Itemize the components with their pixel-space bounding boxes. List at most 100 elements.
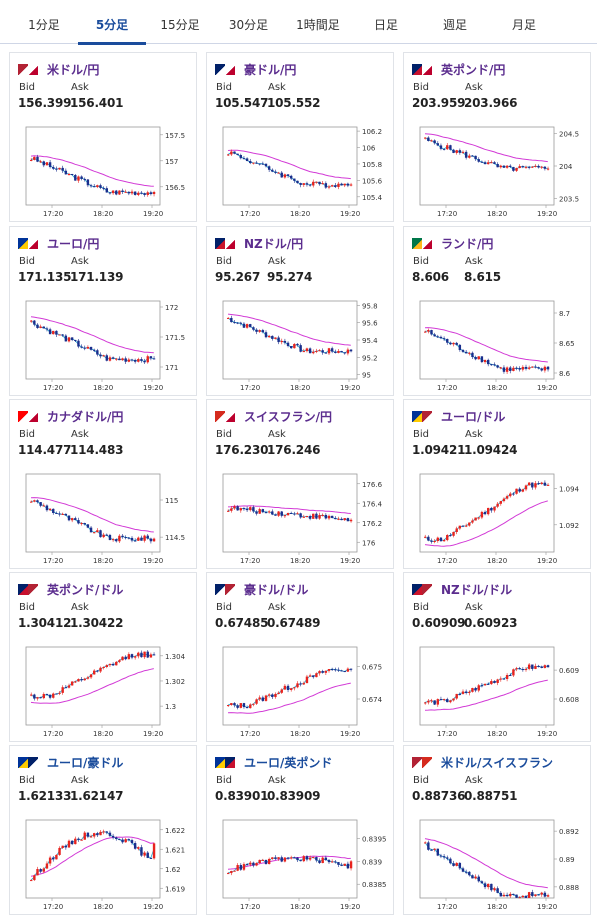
candle-body	[58, 692, 61, 694]
rate-card[interactable]: スイスフラン/円 Bid 176.230 Ask 176.246 176.6 176.4 17…	[206, 399, 394, 569]
tab-5[interactable]: 日足	[373, 18, 398, 32]
candle-body	[80, 839, 83, 841]
rate-card[interactable]: ユーロ/ドル Bid 1.09421 Ask 1.09424 1.094 1.092 17:2…	[403, 399, 591, 569]
tab-0[interactable]: 1分足	[28, 18, 60, 32]
rate-card[interactable]: ユーロ/英ポンド Bid 0.83901 Ask 0.83909 0.8395 0.839 0…	[206, 745, 394, 915]
candle-body	[290, 175, 293, 179]
rate-card[interactable]: ランド/円 Bid 8.606 Ask 8.615 8.7 8.65 8.6 17:20 18:2…	[403, 226, 591, 396]
candle-body	[137, 537, 140, 541]
candle-body	[149, 356, 153, 359]
candle-body	[343, 352, 346, 354]
tab-7[interactable]: 月足	[511, 18, 536, 32]
pair-name[interactable]: 豪ドル/ドル	[244, 583, 309, 597]
pair-name[interactable]: ランド/円	[441, 237, 494, 251]
candle-body	[36, 324, 39, 328]
rate-card[interactable]: 豪ドル/ドル Bid 0.67485 Ask 0.67489 0.675 0.674 17:2…	[206, 572, 394, 742]
pair-name[interactable]: スイスフラン/円	[244, 410, 333, 424]
candle-body	[493, 680, 496, 684]
candle-body	[534, 483, 537, 488]
candle-body	[477, 159, 480, 162]
candle-body	[261, 163, 265, 165]
candle-body	[518, 897, 521, 899]
candle-body	[42, 161, 45, 166]
pair-name[interactable]: ユーロ/ドル	[441, 410, 506, 424]
candle-body	[102, 187, 105, 189]
tab-2[interactable]: 15分足	[160, 18, 200, 32]
y-tick-label: 106.2	[362, 128, 382, 136]
tab-1[interactable]: 5分足	[78, 0, 146, 45]
pair-name[interactable]: 米ドル/スイスフラン	[441, 756, 554, 770]
rate-card[interactable]: 米ドル/スイスフラン Bid 0.88736 Ask 0.88751 0.892 0.89 0…	[403, 745, 591, 915]
candle-body	[111, 357, 115, 359]
candle-body	[108, 832, 112, 836]
candle-body	[242, 158, 246, 160]
y-tick-label: 0.892	[559, 828, 579, 836]
pair-name[interactable]: NZドル/円	[244, 237, 304, 251]
ask-value: 0.88751	[464, 789, 518, 803]
candle-body	[315, 181, 318, 183]
pair-name[interactable]: 英ポンド/円	[441, 63, 506, 77]
bid-value: 156.399	[18, 96, 72, 110]
rate-card[interactable]: 英ポンド/ドル Bid 1.30412 Ask 1.30422 1.304 1.302 1.3…	[9, 572, 197, 742]
candle-body	[540, 368, 543, 371]
pair-name[interactable]: 英ポンド/ドル	[47, 583, 124, 597]
candle-body	[45, 328, 49, 330]
bid-value: 8.606	[412, 270, 449, 284]
candle-body	[111, 835, 115, 838]
candle-body	[433, 540, 436, 542]
candle-body	[308, 675, 312, 677]
candle-body	[280, 340, 283, 343]
candle-body	[302, 856, 305, 862]
rate-card[interactable]: ユーロ/円 Bid 171.135 Ask 171.139 172 171.5 171 17:2…	[9, 226, 197, 396]
tab-4[interactable]: 1時間足	[296, 18, 340, 32]
candle-body	[255, 862, 258, 866]
candle-body	[61, 687, 64, 693]
candle-body	[45, 694, 49, 696]
rate-card[interactable]: 豪ドル/円 Bid 105.547 Ask 105.552 106.2 106 105.8 10…	[206, 52, 394, 222]
x-tick-label: 19:20	[537, 210, 557, 218]
candle-body	[39, 502, 42, 506]
candle-body	[258, 697, 261, 700]
tab-6[interactable]: 週足	[442, 18, 467, 32]
pair-name[interactable]: カナダドル/円	[47, 410, 124, 424]
candle-body	[327, 186, 331, 188]
candle-body	[424, 331, 427, 333]
candle-body	[264, 332, 268, 338]
candle-body	[521, 166, 525, 168]
candle-body	[343, 518, 346, 521]
pair-name[interactable]: NZドル/ドル	[441, 583, 513, 597]
candle-body	[474, 687, 477, 691]
rate-card[interactable]: NZドル/円 Bid 95.267 Ask 95.274 95.8 95.6 95.4 95.2…	[206, 226, 394, 396]
x-tick-label: 19:20	[340, 384, 360, 392]
candle-body	[146, 852, 149, 858]
ask-label: Ask	[268, 256, 286, 267]
rate-card[interactable]: ユーロ/豪ドル Bid 1.62133 Ask 1.62147 1.622 1.621 1.6…	[9, 745, 197, 915]
candle-body	[280, 172, 283, 178]
pair-name[interactable]: ユーロ/円	[47, 237, 100, 251]
pair-name[interactable]: 米ドル/円	[47, 63, 100, 77]
x-tick-label: 18:20	[93, 903, 113, 911]
pair-name[interactable]: ユーロ/豪ドル	[47, 756, 124, 770]
candle-body	[502, 165, 506, 168]
ask-value: 105.552	[267, 96, 321, 110]
candle-body	[490, 364, 493, 366]
rate-card[interactable]: カナダドル/円 Bid 114.477 Ask 114.483 115 114.5 17:20…	[9, 399, 197, 569]
candle-body	[118, 660, 121, 662]
rate-card[interactable]: NZドル/ドル Bid 0.60909 Ask 0.60923 0.609 0.608 17:…	[403, 572, 591, 742]
candle-body	[343, 863, 346, 866]
rate-card[interactable]: 英ポンド/円 Bid 203.959 Ask 203.966 204.5 204 203.5 1…	[403, 52, 591, 222]
y-tick-label: 1.619	[165, 885, 185, 893]
candle-body	[324, 183, 328, 188]
y-tick-label: 203.5	[559, 196, 579, 204]
pair-name[interactable]: 豪ドル/円	[244, 63, 297, 77]
pair-name[interactable]: ユーロ/英ポンド	[244, 756, 333, 770]
rate-card[interactable]: 米ドル/円 Bid 156.399 Ask 156.401 157.5 157 156.5 17…	[9, 52, 197, 222]
candle-body	[124, 839, 127, 843]
tab-3[interactable]: 30分足	[228, 18, 269, 32]
moving-average-line	[424, 679, 548, 711]
candle-body	[521, 489, 525, 492]
candle-body	[527, 482, 531, 486]
candle-body	[424, 536, 427, 538]
x-tick-label: 17:20	[43, 384, 63, 392]
candle-body	[302, 183, 305, 185]
